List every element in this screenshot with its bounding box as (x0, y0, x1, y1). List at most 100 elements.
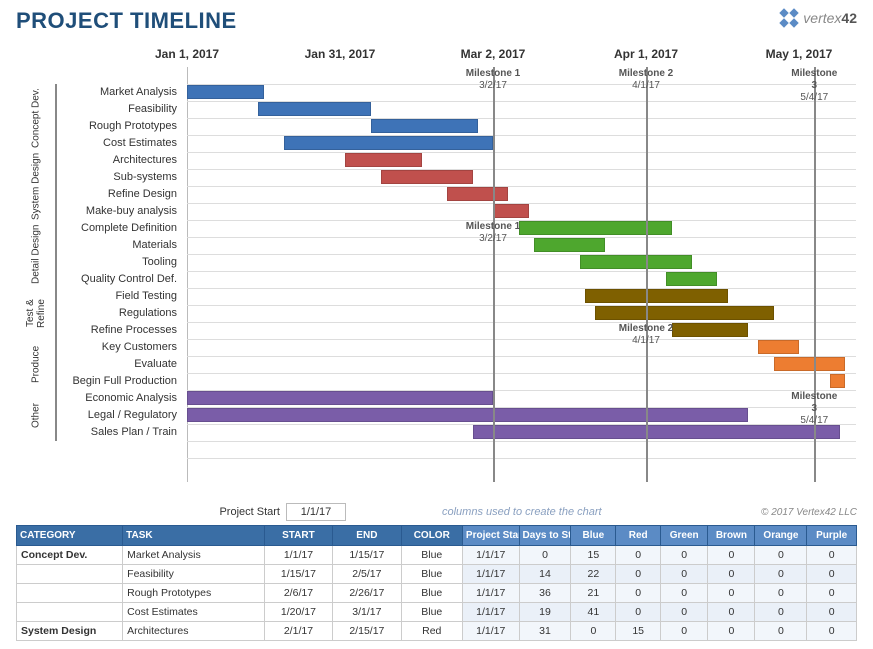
data-table: CATEGORYTASKSTARTENDCOLORProject StartDa… (16, 525, 857, 641)
task-label: Architectures (59, 152, 183, 169)
group-label: Concept Dev. (17, 84, 57, 152)
task-label: Refine Processes (59, 322, 183, 339)
table-cell: 0 (616, 565, 661, 584)
group-label: Other (17, 390, 57, 441)
table-header-row: CATEGORYTASKSTARTENDCOLORProject StartDa… (17, 526, 857, 546)
project-start-label: Project Start (200, 506, 280, 518)
table-cell: 1/20/17 (264, 603, 332, 622)
date-tick: Jan 31, 2017 (305, 47, 376, 61)
table-header: Purple (807, 526, 857, 546)
gantt-bar (585, 289, 728, 303)
task-label: Evaluate (59, 356, 183, 373)
logo-icon (779, 8, 799, 28)
task-label: Key Customers (59, 339, 183, 356)
table-header: Red (616, 526, 661, 546)
table-cell: 1/1/17 (462, 565, 519, 584)
table-header: COLOR (401, 526, 462, 546)
table-cell: 0 (661, 546, 708, 565)
table-cell: 15 (616, 622, 661, 641)
table-cell: 1/1/17 (264, 546, 332, 565)
table-cell: 0 (755, 622, 807, 641)
task-label: Cost Estimates (59, 135, 183, 152)
milestone-label: Milestone 35/4/17 (791, 68, 837, 104)
group-label: System Design (17, 152, 57, 220)
milestone-line (646, 67, 648, 482)
task-label: Field Testing (59, 288, 183, 305)
table-row: Rough Prototypes2/6/172/26/17Blue1/1/173… (17, 584, 857, 603)
table-header: Days to Start (519, 526, 571, 546)
date-tick: Apr 1, 2017 (614, 47, 678, 61)
task-label: Regulations (59, 305, 183, 322)
table-header: Blue (571, 526, 616, 546)
table-cell: Blue (401, 546, 462, 565)
table-cell: 0 (661, 565, 708, 584)
gantt-bar (381, 170, 473, 184)
date-tick: May 1, 2017 (766, 47, 833, 61)
gantt-bar (493, 204, 529, 218)
table-cell: Market Analysis (123, 546, 265, 565)
gantt-bar (595, 306, 774, 320)
table-cell: 1/15/17 (333, 546, 401, 565)
table-cell: 2/1/17 (264, 622, 332, 641)
group-label: Test & Refine (17, 288, 57, 339)
gantt-bar (371, 119, 478, 133)
table-cell: 15 (571, 546, 616, 565)
table-cell: 0 (616, 584, 661, 603)
table-header: END (333, 526, 401, 546)
table-cell: 0 (755, 546, 807, 565)
gantt-bar (284, 136, 493, 150)
table-cell: 0 (708, 603, 755, 622)
task-label: Feasibility (59, 101, 183, 118)
table-cell (17, 565, 123, 584)
task-label: Rough Prototypes (59, 118, 183, 135)
task-label: Tooling (59, 254, 183, 271)
table-header: Orange (755, 526, 807, 546)
gantt-bar (187, 391, 493, 405)
table-cell: 19 (519, 603, 571, 622)
table-cell: 36 (519, 584, 571, 603)
project-start-value: 1/1/17 (286, 503, 346, 521)
milestone-label: Milestone 24/1/17 (619, 323, 673, 347)
page-title: PROJECT TIMELINE (16, 8, 237, 34)
table-cell: 1/1/17 (462, 603, 519, 622)
table-cell: 1/1/17 (462, 584, 519, 603)
task-label: Sales Plan / Train (59, 424, 183, 441)
chart-rows: Concept Dev.System DesignDetail DesignTe… (187, 67, 856, 486)
gantt-bar (580, 255, 692, 269)
task-label: Make-buy analysis (59, 203, 183, 220)
table-cell: 0 (755, 565, 807, 584)
table-cell: 2/6/17 (264, 584, 332, 603)
table-cell: 0 (807, 565, 857, 584)
gantt-bar (187, 85, 264, 99)
table-header: Green (661, 526, 708, 546)
table-cell: Blue (401, 565, 462, 584)
table-header: Brown (708, 526, 755, 546)
table-cell: 21 (571, 584, 616, 603)
table-cell: 0 (755, 584, 807, 603)
task-label: Legal / Regulatory (59, 407, 183, 424)
gantt-bar (774, 357, 845, 371)
task-label: Market Analysis (59, 84, 183, 101)
table-cell: 0 (807, 584, 857, 603)
table-cell: 31 (519, 622, 571, 641)
table-row: Concept Dev.Market Analysis1/1/171/15/17… (17, 546, 857, 565)
table-cell: 1/15/17 (264, 565, 332, 584)
task-label: Sub-systems (59, 169, 183, 186)
logo-text: vertex42 (803, 10, 857, 26)
table-cell: 14 (519, 565, 571, 584)
milestone-line (493, 67, 495, 482)
task-label: Begin Full Production (59, 373, 183, 390)
gantt-bar (534, 238, 605, 252)
group-label: Detail Design (17, 220, 57, 288)
table-cell: 0 (661, 603, 708, 622)
table-header: Project Start (462, 526, 519, 546)
gantt-bar (666, 272, 717, 286)
milestone-label: Milestone 35/4/17 (791, 391, 837, 427)
table-header: START (264, 526, 332, 546)
table-cell: Feasibility (123, 565, 265, 584)
gantt-bar (758, 340, 799, 354)
project-start-row: Project Start 1/1/17 columns used to cre… (200, 503, 857, 521)
table-cell: Blue (401, 584, 462, 603)
milestone-label: Milestone 24/1/17 (619, 68, 673, 92)
table-cell: 41 (571, 603, 616, 622)
